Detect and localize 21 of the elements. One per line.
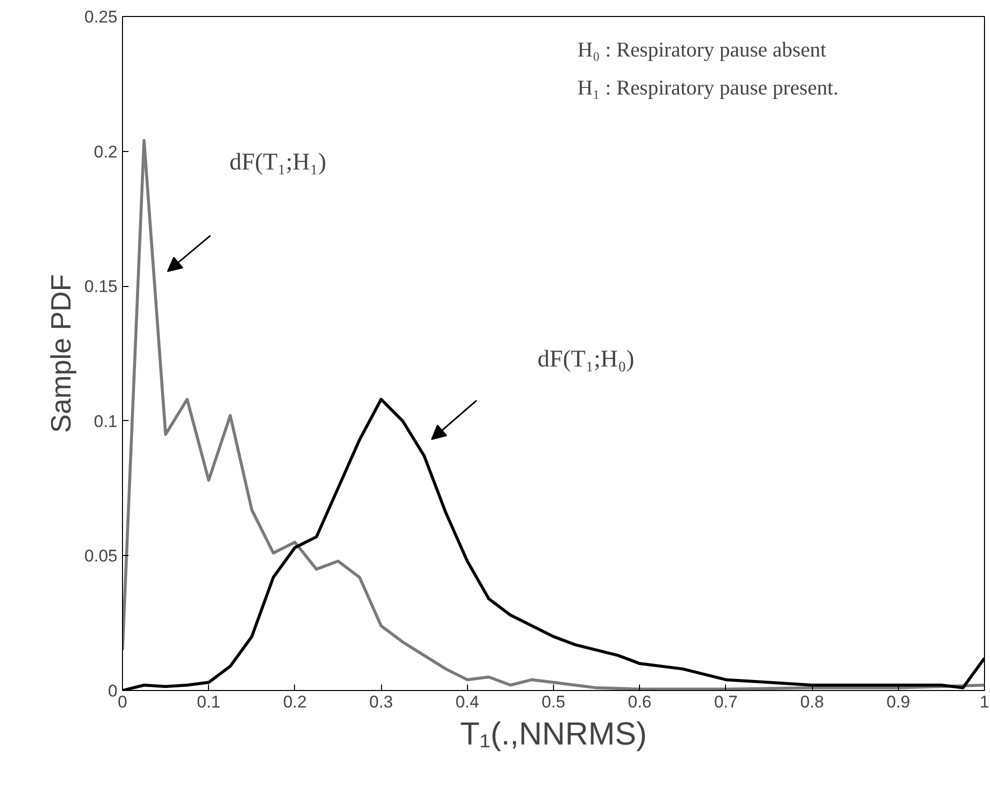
x-tick-label: 0.7 bbox=[714, 692, 738, 712]
x-tick-label: 1 bbox=[980, 692, 990, 712]
annotation: H₀ : Respiratory pause absent bbox=[578, 38, 826, 62]
x-axis-title: T₁(.,NNRMS) bbox=[460, 716, 647, 752]
y-tick-label: 0.1 bbox=[94, 412, 118, 431]
y-axis-title: Sample PDF bbox=[45, 274, 76, 433]
x-tick-label: 0.2 bbox=[283, 692, 307, 712]
annotation: H₁ : Respiratory pause present. bbox=[578, 76, 839, 100]
y-tick-label: 0.25 bbox=[84, 8, 118, 26]
annotation: dF(T₁;H₀) bbox=[538, 346, 634, 372]
x-tick-label: 0.1 bbox=[196, 692, 221, 712]
x-tick-label: 0.3 bbox=[369, 692, 393, 712]
x-tick-label: 0.9 bbox=[886, 692, 910, 712]
y-tick-label: 0.05 bbox=[84, 546, 118, 566]
x-tick-label: 0.8 bbox=[800, 692, 824, 712]
x-tick-label: 0.6 bbox=[628, 692, 652, 712]
y-tick-label: 0.15 bbox=[84, 277, 118, 296]
x-tick-label: 0.4 bbox=[455, 692, 480, 712]
annotation: dF(T₁;H₁) bbox=[230, 150, 326, 176]
y-tick-label: 0.2 bbox=[94, 142, 118, 162]
x-tick-label: 0.5 bbox=[542, 692, 566, 712]
